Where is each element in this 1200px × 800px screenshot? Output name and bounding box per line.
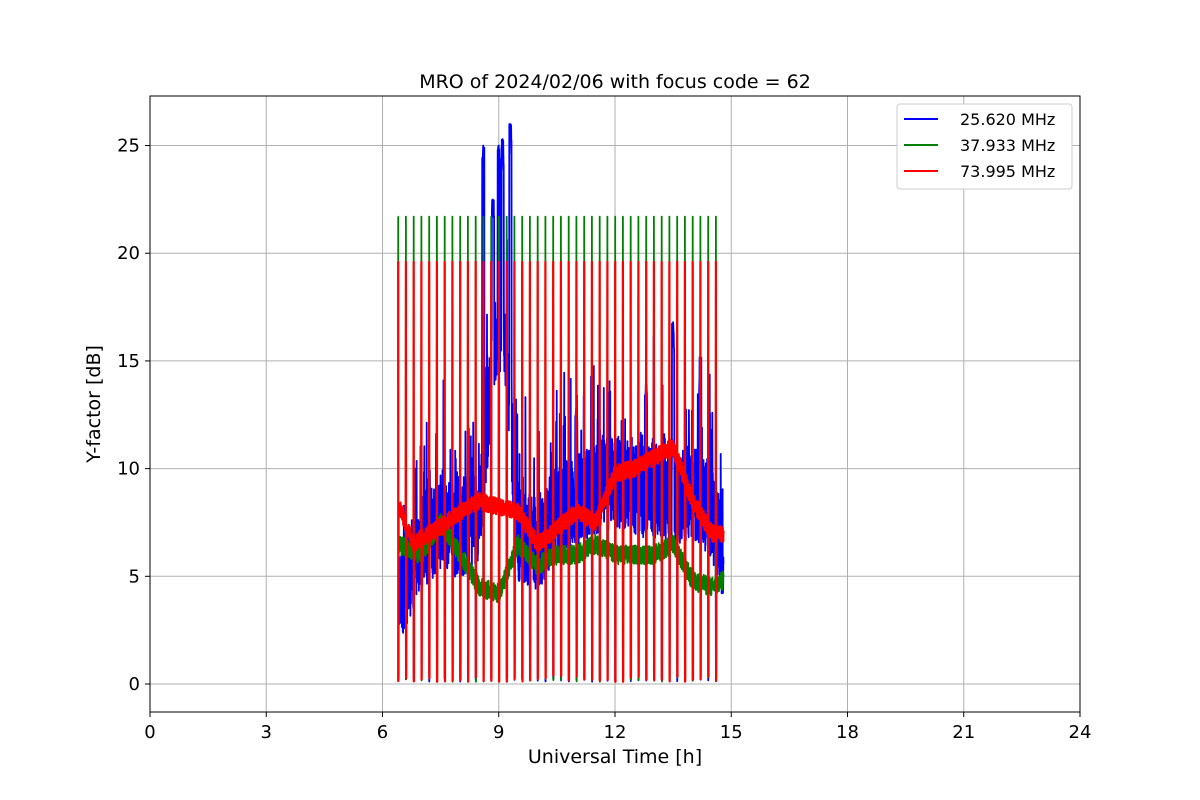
y-axis-ticks: 0 5 10 15 20 25: [117, 136, 150, 695]
y-tick-label: 0: [129, 674, 140, 695]
y-axis-label: Y-factor [dB]: [83, 345, 105, 464]
x-tick-label: 9: [493, 722, 504, 743]
x-tick-label: 15: [720, 722, 743, 743]
y-tick-label: 15: [117, 351, 140, 372]
y-tick-label: 10: [117, 459, 140, 480]
y-tick-label: 25: [117, 136, 140, 157]
legend-label-3: 73.995 MHz: [960, 162, 1055, 181]
x-axis-label: Universal Time [h]: [528, 746, 702, 768]
y-tick-label: 5: [129, 566, 140, 587]
legend-label-2: 37.933 MHz: [960, 136, 1055, 155]
x-tick-label: 12: [604, 722, 627, 743]
series-layer: [397, 123, 725, 683]
legend-label-1: 25.620 MHz: [960, 110, 1055, 129]
x-tick-label: 0: [144, 722, 155, 743]
x-tick-label: 18: [836, 722, 859, 743]
x-tick-label: 24: [1069, 722, 1092, 743]
legend-box: [896, 103, 1073, 190]
x-tick-label: 21: [952, 722, 975, 743]
series-line-3: [397, 260, 725, 683]
x-tick-label: 3: [261, 722, 272, 743]
x-axis-ticks: 0 3 6 9 12 15 18 21 24: [144, 712, 1091, 743]
legend: 25.620 MHz 37.933 MHz 73.995 MHz: [896, 103, 1073, 190]
chart-title: MRO of 2024/02/06 with focus code = 62: [419, 71, 811, 93]
x-tick-label: 6: [377, 722, 388, 743]
y-tick-label: 20: [117, 243, 140, 264]
